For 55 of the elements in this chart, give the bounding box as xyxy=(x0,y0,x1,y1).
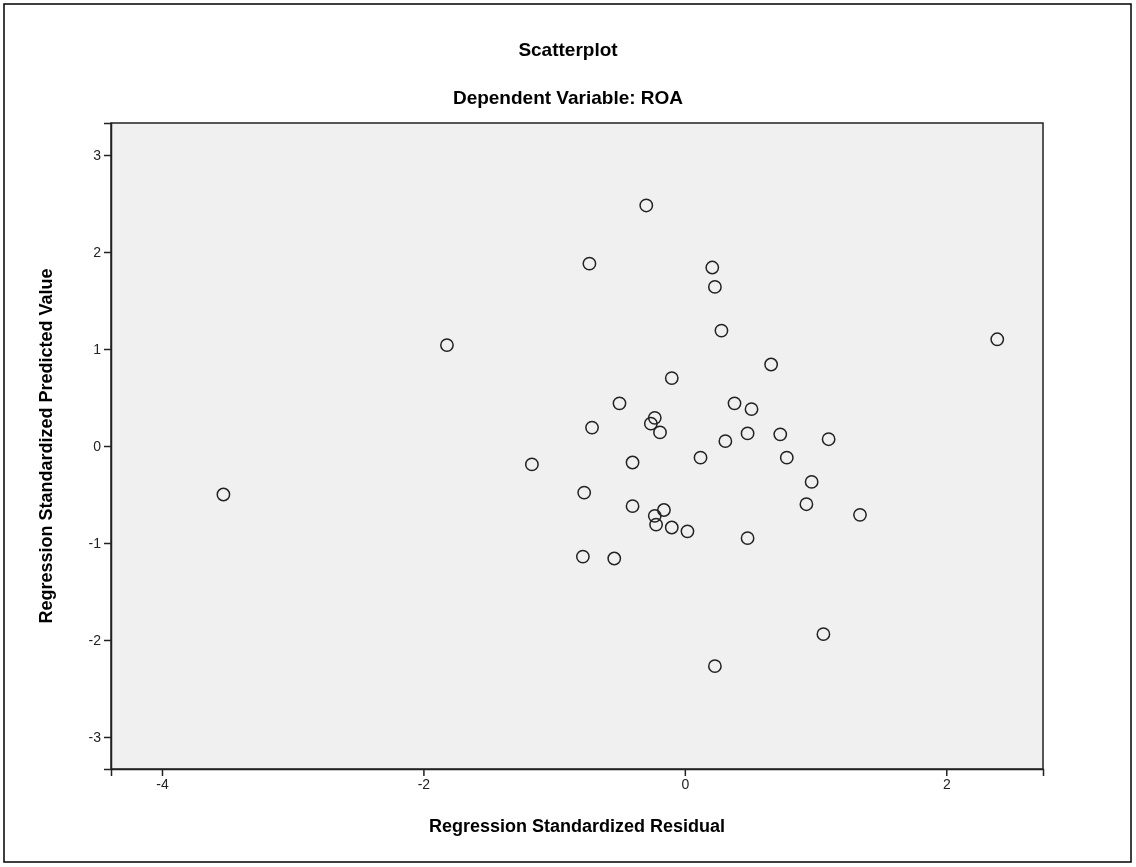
x-tick-label: 2 xyxy=(942,775,951,792)
y-axis-title: Regression Standardized Predicted Value xyxy=(36,268,56,624)
point xyxy=(647,410,662,425)
point xyxy=(680,524,695,539)
point xyxy=(740,426,755,441)
point xyxy=(657,503,671,517)
y-tick-label: 1 xyxy=(93,340,102,357)
point xyxy=(582,256,597,271)
point xyxy=(693,450,708,465)
point xyxy=(853,507,867,522)
point xyxy=(990,332,1005,347)
point xyxy=(575,549,590,564)
x-tick-label: -2 xyxy=(417,775,431,792)
x-tick-label: 0 xyxy=(681,775,690,792)
point xyxy=(625,499,640,514)
point xyxy=(707,280,722,294)
point xyxy=(744,402,759,417)
x-axis-title: Regression Standardized Residual xyxy=(428,816,726,836)
point xyxy=(647,508,662,523)
y-tick-label: 2 xyxy=(93,243,102,260)
point xyxy=(577,485,592,500)
y-tick-label: 0 xyxy=(93,437,102,454)
point xyxy=(714,323,729,338)
point xyxy=(740,531,755,546)
point xyxy=(216,487,231,502)
point xyxy=(718,434,733,449)
point xyxy=(612,396,627,411)
point xyxy=(643,416,658,431)
x-tick-label: -4 xyxy=(156,775,169,792)
point xyxy=(816,627,831,642)
point xyxy=(773,427,788,442)
y-tick-label: -1 xyxy=(88,534,102,551)
point xyxy=(707,659,722,674)
point xyxy=(799,497,814,512)
point xyxy=(524,457,539,472)
point xyxy=(821,432,836,447)
point xyxy=(705,260,720,275)
y-tick-label: -2 xyxy=(88,631,102,648)
point xyxy=(639,198,654,213)
chart-subtitle: Dependent Variable: ROA xyxy=(452,87,684,108)
point xyxy=(440,338,454,353)
point xyxy=(664,371,679,386)
point xyxy=(779,450,794,465)
point xyxy=(649,517,664,532)
point xyxy=(585,420,599,435)
point xyxy=(664,520,679,535)
chart-title: Scatterplot xyxy=(518,39,619,60)
point xyxy=(607,551,622,566)
point xyxy=(727,396,742,411)
point xyxy=(804,474,819,489)
point xyxy=(653,425,667,440)
point xyxy=(625,455,640,470)
y-tick-label: 3 xyxy=(93,146,102,163)
point xyxy=(764,357,779,372)
y-tick-label: -3 xyxy=(88,728,102,745)
